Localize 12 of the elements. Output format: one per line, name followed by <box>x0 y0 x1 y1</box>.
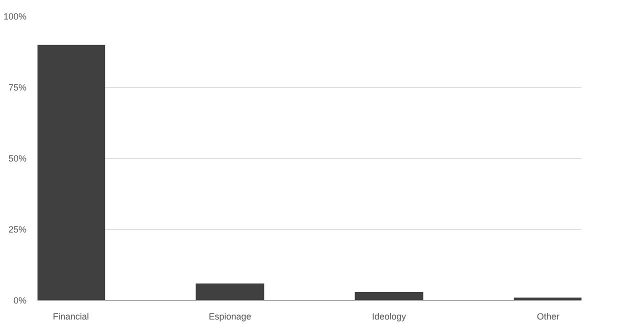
y-tick-label: 75% <box>8 82 26 92</box>
y-tick-label: 100% <box>3 12 27 22</box>
bar <box>354 292 424 300</box>
y-tick-label: 50% <box>8 154 26 164</box>
x-tick-label: Ideology <box>372 312 407 322</box>
x-tick-label: Other <box>536 312 560 322</box>
x-tick-label: Espionage <box>208 312 252 322</box>
bar <box>38 44 106 300</box>
y-tick-label: 25% <box>8 224 26 234</box>
x-tick-label: Financial <box>52 312 89 322</box>
bar <box>196 283 264 300</box>
y-tick-label: 0% <box>13 296 27 306</box>
